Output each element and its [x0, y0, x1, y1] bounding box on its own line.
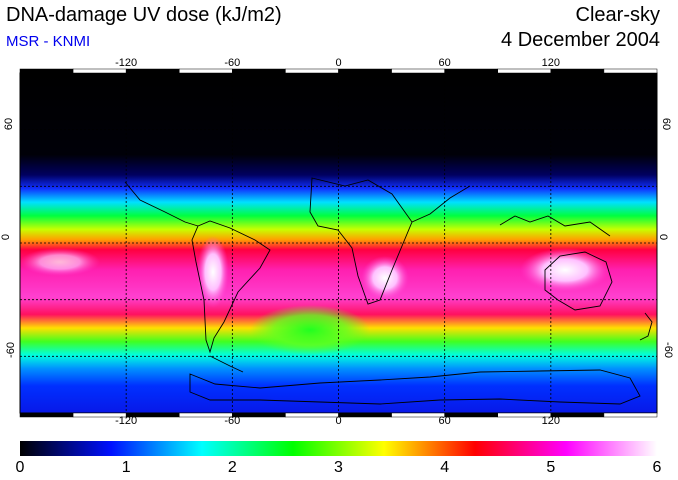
hotspot-pacific	[20, 248, 100, 276]
lat-tick-left: -60	[4, 342, 17, 359]
colorbar-tick-label: 2	[227, 459, 237, 476]
frame-bar-segment	[285, 68, 339, 74]
lat-tick-right: 0	[657, 233, 670, 241]
frame-bar-segment	[550, 68, 605, 74]
lon-tick-bottom: -120	[115, 415, 138, 427]
map-title: DNA-damage UV dose (kJ/m2)	[6, 4, 282, 26]
hotspot-south-africa	[361, 256, 409, 300]
lon-tick-bottom: 0	[335, 415, 342, 427]
frame-bar-segment	[603, 412, 658, 418]
colorbar-tick-label: 0	[15, 459, 25, 476]
lon-tick-bottom: 60	[438, 415, 451, 427]
frame-bar-segment	[232, 68, 286, 74]
frame-bar-segment	[125, 68, 180, 74]
frame-bar-segment	[338, 412, 392, 418]
lon-tick-top: -60	[224, 57, 241, 69]
frame-bar-segment	[232, 412, 286, 418]
colorbar-tick-label: 3	[334, 459, 343, 476]
frame-bar-segment	[338, 68, 392, 74]
colorbar-tick-label: 1	[121, 459, 131, 476]
colorbar-tick-label: 5	[546, 459, 556, 476]
sky-condition-label: Clear-sky	[575, 4, 660, 26]
lat-tick-left: 60	[3, 117, 16, 130]
frame-bar-segment	[497, 68, 552, 74]
frame-bar-segment	[444, 412, 498, 418]
lon-tick-top: 60	[438, 57, 451, 69]
frame-scale-bars	[19, 68, 658, 418]
hotspot-australia	[520, 248, 610, 292]
frame-bar-segment	[391, 68, 445, 74]
source-label: MSR - KNMI	[6, 33, 91, 50]
lon-tick-top: -120	[115, 57, 138, 69]
frame-bar-segment	[444, 68, 498, 74]
frame-bar-segment	[603, 68, 658, 74]
lon-tick-bottom: 120	[541, 415, 561, 427]
frame-bar-segment	[72, 68, 127, 74]
colorbar	[20, 441, 657, 456]
low-dose-atlantic	[250, 305, 370, 355]
frame-bar-segment	[391, 412, 445, 418]
frame-bar-segment	[19, 68, 74, 74]
hotspot-south-america	[197, 236, 229, 308]
lat-tick-right: -60	[661, 342, 674, 359]
coastlines	[124, 177, 653, 405]
lon-tick-bottom: -60	[224, 415, 241, 427]
graticule	[20, 73, 657, 413]
frame-bar-segment	[179, 68, 233, 74]
colorbar-gradient	[20, 441, 657, 456]
frame-bar-segment	[19, 412, 74, 418]
lon-tick-top: 120	[541, 57, 561, 69]
date-label: 4 December 2004	[501, 29, 660, 51]
lat-tick-right: 60	[660, 117, 673, 130]
colorbar-tick-label: 4	[440, 459, 450, 476]
lon-tick-top: 0	[335, 57, 342, 69]
frame-bar-segment	[285, 412, 339, 418]
lat-tick-left: 0	[0, 233, 13, 241]
colorbar-tick-label: 6	[652, 459, 662, 476]
